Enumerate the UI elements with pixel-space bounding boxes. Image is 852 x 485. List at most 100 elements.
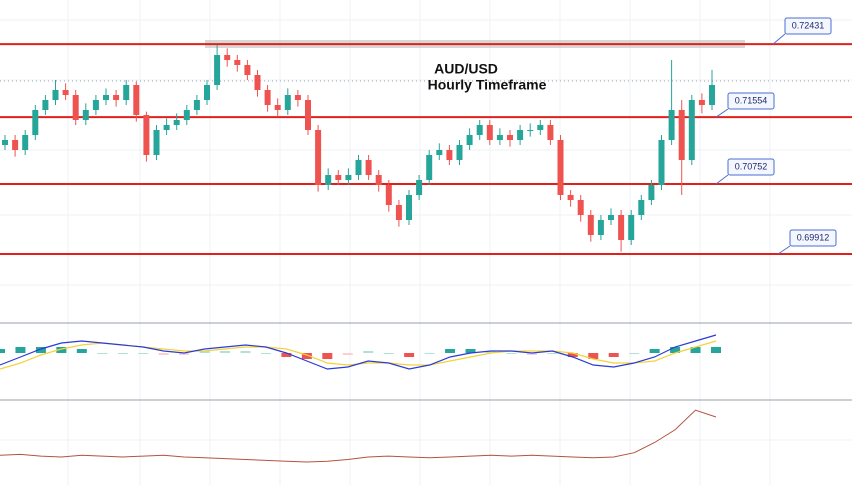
candle-body — [153, 130, 160, 155]
candle-body — [42, 100, 49, 110]
macd-bar — [0, 349, 5, 353]
candle-body — [537, 125, 544, 130]
macd-bar — [424, 353, 435, 354]
candle-body — [698, 100, 705, 105]
candle-body — [224, 55, 231, 60]
macd-bar — [117, 353, 128, 354]
candle-body — [456, 145, 463, 160]
macd-bar — [608, 353, 619, 357]
candle-body — [12, 140, 19, 150]
candle-body — [143, 115, 150, 155]
macd-bar — [485, 351, 496, 353]
macd-bar — [465, 349, 476, 353]
level-label-box — [727, 92, 775, 110]
macd-bar — [240, 351, 251, 353]
macd-line — [0, 334, 717, 370]
candle-body — [133, 85, 140, 115]
candle-body — [496, 135, 503, 140]
macd-bar — [35, 347, 46, 353]
candle-body — [476, 125, 483, 135]
candle-body — [416, 180, 423, 195]
macd-bar — [158, 353, 169, 355]
candle-body — [284, 95, 291, 110]
macd-bar — [526, 353, 537, 355]
candle-body — [567, 195, 574, 200]
macd-bar — [383, 353, 394, 354]
macd-bar — [322, 353, 333, 359]
level-connector — [777, 245, 791, 255]
candle-body — [628, 215, 635, 240]
candle-body — [204, 85, 210, 100]
candle-body — [52, 90, 59, 100]
candle-body — [597, 220, 604, 235]
macd-bar — [15, 347, 26, 353]
candle-body — [72, 95, 79, 120]
candle-body — [507, 135, 513, 140]
candle-body — [709, 85, 715, 105]
candle-body — [113, 95, 120, 100]
macd-bar — [445, 349, 456, 353]
signal-line — [0, 340, 717, 370]
candle-body — [557, 140, 564, 195]
macd-bar — [76, 349, 87, 353]
macd-bar — [588, 353, 599, 359]
macd-bar — [629, 353, 640, 354]
candle-body — [234, 60, 241, 65]
level-connector — [715, 174, 729, 185]
candle-body — [587, 215, 594, 235]
candle-body — [527, 130, 534, 131]
level-connector — [715, 108, 729, 118]
level-label: 0.69912 — [797, 232, 830, 242]
candle-body — [688, 100, 695, 160]
candle-body — [638, 200, 645, 215]
macd-bar — [342, 353, 353, 355]
macd-bar — [281, 353, 292, 357]
candle-body — [355, 160, 362, 175]
macd-bar — [547, 353, 558, 354]
candle-body — [365, 160, 372, 175]
candle-body — [345, 175, 352, 180]
candle-body — [214, 55, 221, 85]
macd-bar — [404, 353, 415, 357]
candle-body — [103, 95, 109, 100]
level-connector — [772, 33, 786, 45]
level-label-box — [784, 17, 832, 35]
candle-body — [375, 175, 382, 185]
candle-body — [244, 65, 251, 75]
candle-body — [658, 140, 665, 185]
candle-body — [183, 110, 190, 120]
macd-bar — [179, 353, 190, 355]
level-label: 0.72431 — [792, 20, 825, 30]
candle-body — [335, 175, 342, 180]
candle-body — [315, 130, 322, 185]
level-label: 0.71554 — [735, 95, 768, 105]
macd-bar — [138, 353, 149, 354]
oscillator-line — [0, 409, 717, 463]
candle-body — [163, 125, 170, 130]
candle-body — [274, 105, 281, 110]
candle-body — [123, 85, 130, 100]
macd-bar — [220, 351, 231, 353]
candle-body — [264, 90, 271, 105]
candle-body — [668, 110, 675, 140]
candle-body — [547, 125, 554, 140]
macd-bar — [363, 351, 374, 353]
candle-body — [254, 75, 261, 90]
candle-body — [294, 95, 301, 100]
macd-bar — [690, 347, 701, 353]
level-label: 0.70752 — [735, 161, 768, 171]
candle-body — [92, 100, 99, 110]
candle-body — [486, 125, 493, 140]
candle-body — [678, 110, 685, 160]
candle-body — [436, 150, 443, 155]
candle-body — [446, 150, 453, 160]
chart-subtitle: Hourly Timeframe — [428, 77, 547, 93]
macd-bar — [567, 353, 578, 357]
candle-body — [22, 135, 29, 150]
macd-bar — [649, 349, 660, 353]
macd-bar — [506, 353, 517, 354]
chart-title: AUD/USD — [434, 61, 498, 77]
candle-body — [32, 110, 39, 135]
